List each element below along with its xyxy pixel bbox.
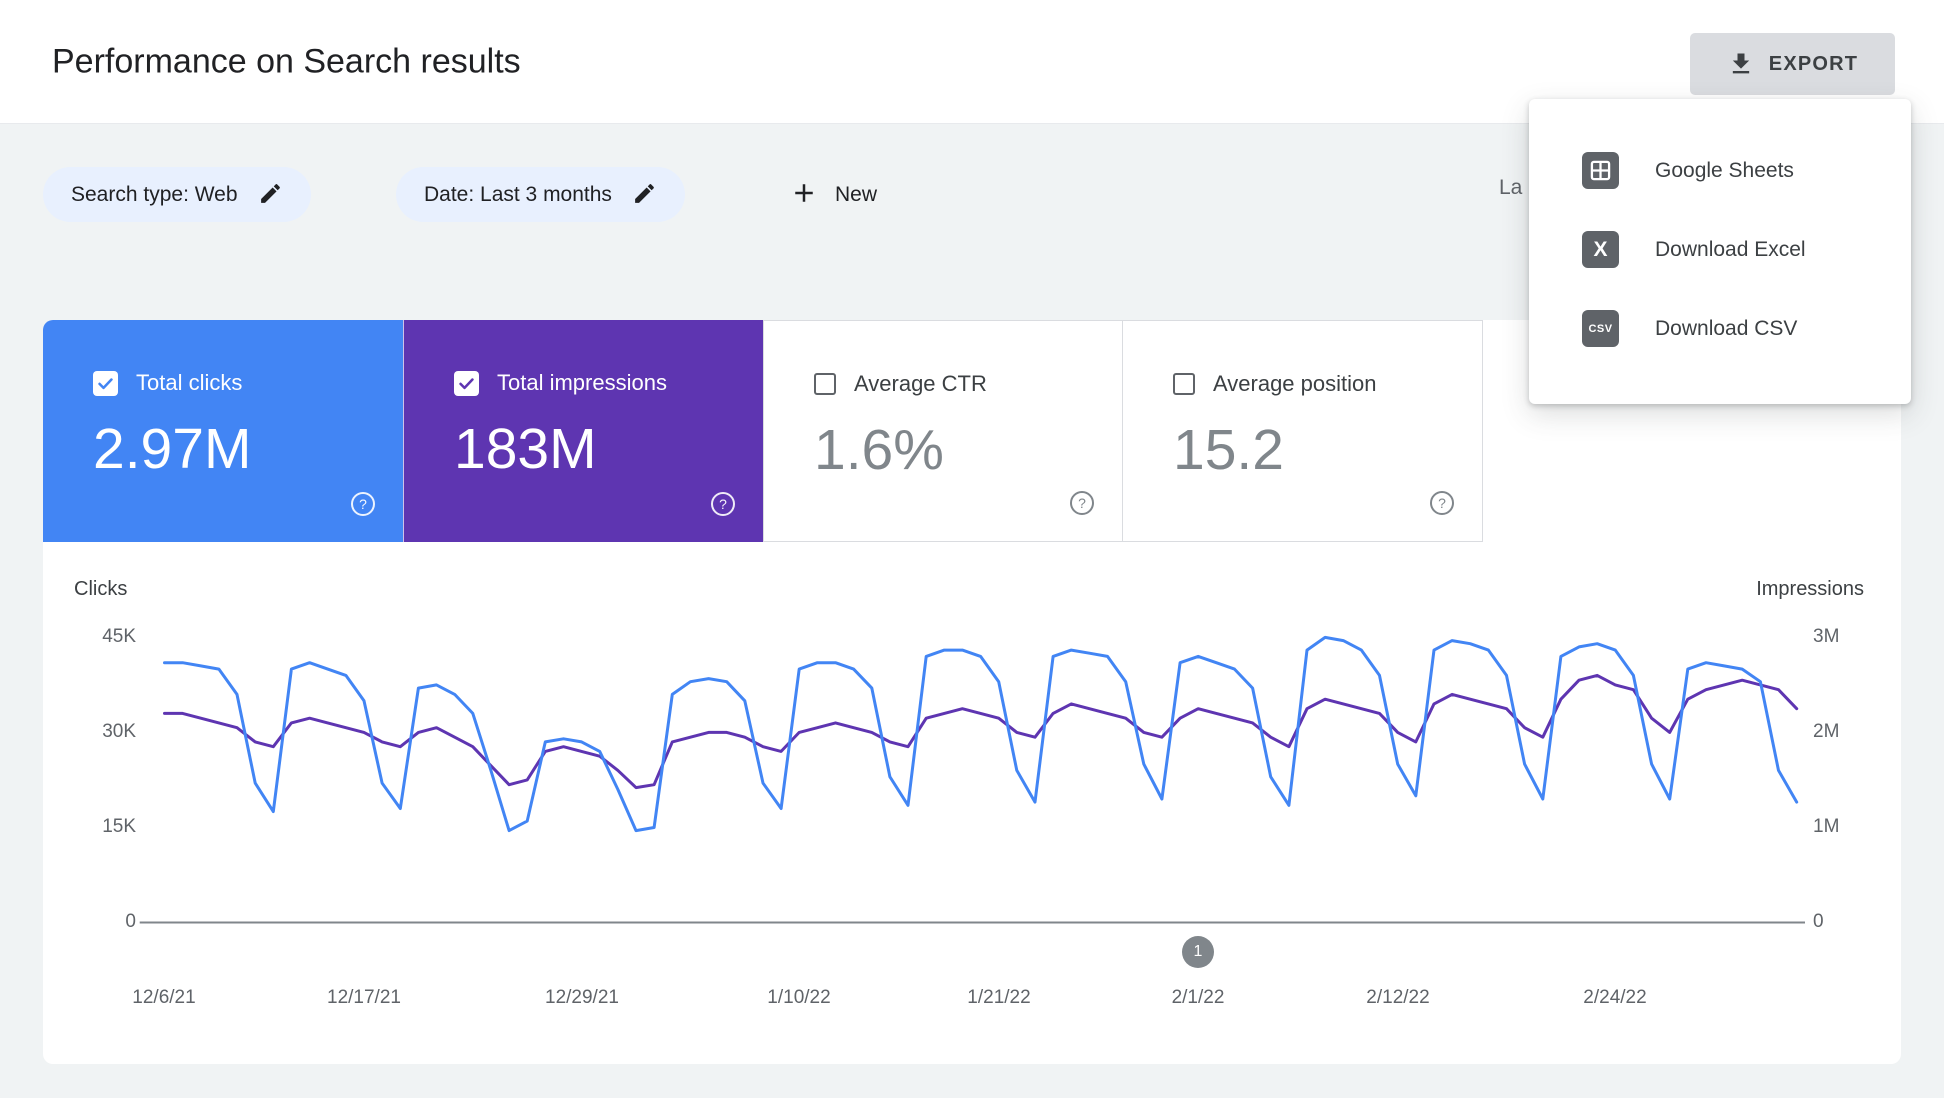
metric-card-total-clicks[interactable]: Total clicks 2.97M ?	[43, 320, 403, 542]
excel-icon-letter: X	[1593, 237, 1608, 261]
left-axis-tick: 45K	[102, 626, 136, 647]
menu-item-label: Download Excel	[1655, 237, 1806, 261]
metric-value: 15.2	[1173, 418, 1284, 482]
performance-panel: Total clicks 2.97M ? Total impressions 1…	[43, 320, 1901, 1064]
x-axis-tick: 2/24/22	[1583, 987, 1647, 1008]
metric-label: Average CTR	[854, 371, 987, 396]
new-filter-label: New	[835, 182, 878, 206]
export-button-label: EXPORT	[1768, 52, 1859, 75]
performance-chart[interactable]	[43, 320, 1901, 1064]
x-axis-tick: 12/29/21	[545, 987, 619, 1008]
left-axis-tick: 0	[125, 911, 136, 932]
metric-label: Average position	[1213, 371, 1377, 396]
new-filter-button[interactable]: New	[789, 167, 877, 222]
menu-item-label: Download CSV	[1655, 316, 1798, 340]
left-axis-tick: 30K	[102, 721, 136, 742]
metric-value: 2.97M	[93, 417, 252, 481]
right-axis-tick: 2M	[1813, 721, 1840, 742]
edit-icon	[258, 181, 283, 209]
checkbox-unchecked-icon[interactable]	[1173, 373, 1195, 395]
help-icon[interactable]: ?	[1430, 491, 1454, 515]
plus-icon	[789, 178, 819, 211]
x-axis-tick: 2/1/22	[1171, 987, 1225, 1008]
menu-item-label: Google Sheets	[1655, 158, 1794, 182]
metric-label: Total impressions	[497, 370, 667, 395]
checkbox-unchecked-icon[interactable]	[814, 373, 836, 395]
right-axis-tick: 0	[1813, 911, 1824, 932]
left-axis-tick: 15K	[102, 816, 136, 837]
menu-item-download-csv[interactable]: CSV Download CSV	[1529, 289, 1911, 368]
checkbox-checked-icon[interactable]	[454, 370, 479, 396]
checkbox-checked-icon[interactable]	[93, 370, 118, 396]
csv-icon-letters: CSV	[1588, 322, 1613, 335]
x-axis-tick: 1/10/22	[767, 987, 831, 1008]
metric-card-average-position[interactable]: Average position 15.2 ?	[1123, 320, 1483, 542]
download-icon	[1727, 50, 1755, 78]
metric-value: 1.6%	[814, 418, 944, 482]
metric-value: 183M	[454, 417, 597, 481]
search-type-chip-label: Search type: Web	[71, 182, 238, 206]
help-icon[interactable]: ?	[711, 492, 735, 516]
right-axis-tick: 3M	[1813, 626, 1840, 647]
metric-label: Total clicks	[136, 370, 243, 395]
metric-cards-row: Total clicks 2.97M ? Total impressions 1…	[43, 320, 1483, 542]
menu-item-google-sheets[interactable]: Google Sheets	[1529, 131, 1911, 210]
menu-item-download-excel[interactable]: X Download Excel	[1529, 210, 1911, 289]
search-type-chip[interactable]: Search type: Web	[43, 167, 311, 222]
excel-icon: X	[1582, 231, 1619, 268]
export-menu: Google Sheets X Download Excel CSV Downl…	[1529, 99, 1911, 404]
x-axis-tick: 12/6/21	[132, 987, 196, 1008]
google-sheets-icon	[1582, 152, 1619, 189]
edit-icon	[632, 181, 657, 209]
right-axis-title: Impressions	[1756, 578, 1864, 600]
metric-card-total-impressions[interactable]: Total impressions 183M ?	[403, 320, 763, 542]
help-icon[interactable]: ?	[351, 492, 375, 516]
metric-card-average-ctr[interactable]: Average CTR 1.6% ?	[763, 320, 1123, 542]
x-axis-tick: 12/17/21	[327, 987, 401, 1008]
page-title: Performance on Search results	[52, 42, 521, 80]
right-axis-tick: 1M	[1813, 816, 1840, 837]
date-range-chip[interactable]: Date: Last 3 months	[396, 167, 685, 222]
last-updated-label: La	[1499, 176, 1523, 199]
left-axis-title: Clicks	[74, 578, 128, 600]
csv-icon: CSV	[1582, 310, 1619, 347]
help-icon[interactable]: ?	[1070, 491, 1094, 515]
export-button[interactable]: EXPORT	[1690, 33, 1895, 95]
date-range-chip-label: Date: Last 3 months	[424, 182, 612, 206]
page-header: Performance on Search results	[0, 0, 1944, 124]
chart-annotation-marker[interactable]: 1	[1182, 936, 1214, 968]
x-axis-tick: 2/12/22	[1366, 987, 1430, 1008]
x-axis-tick: 1/21/22	[967, 987, 1031, 1008]
